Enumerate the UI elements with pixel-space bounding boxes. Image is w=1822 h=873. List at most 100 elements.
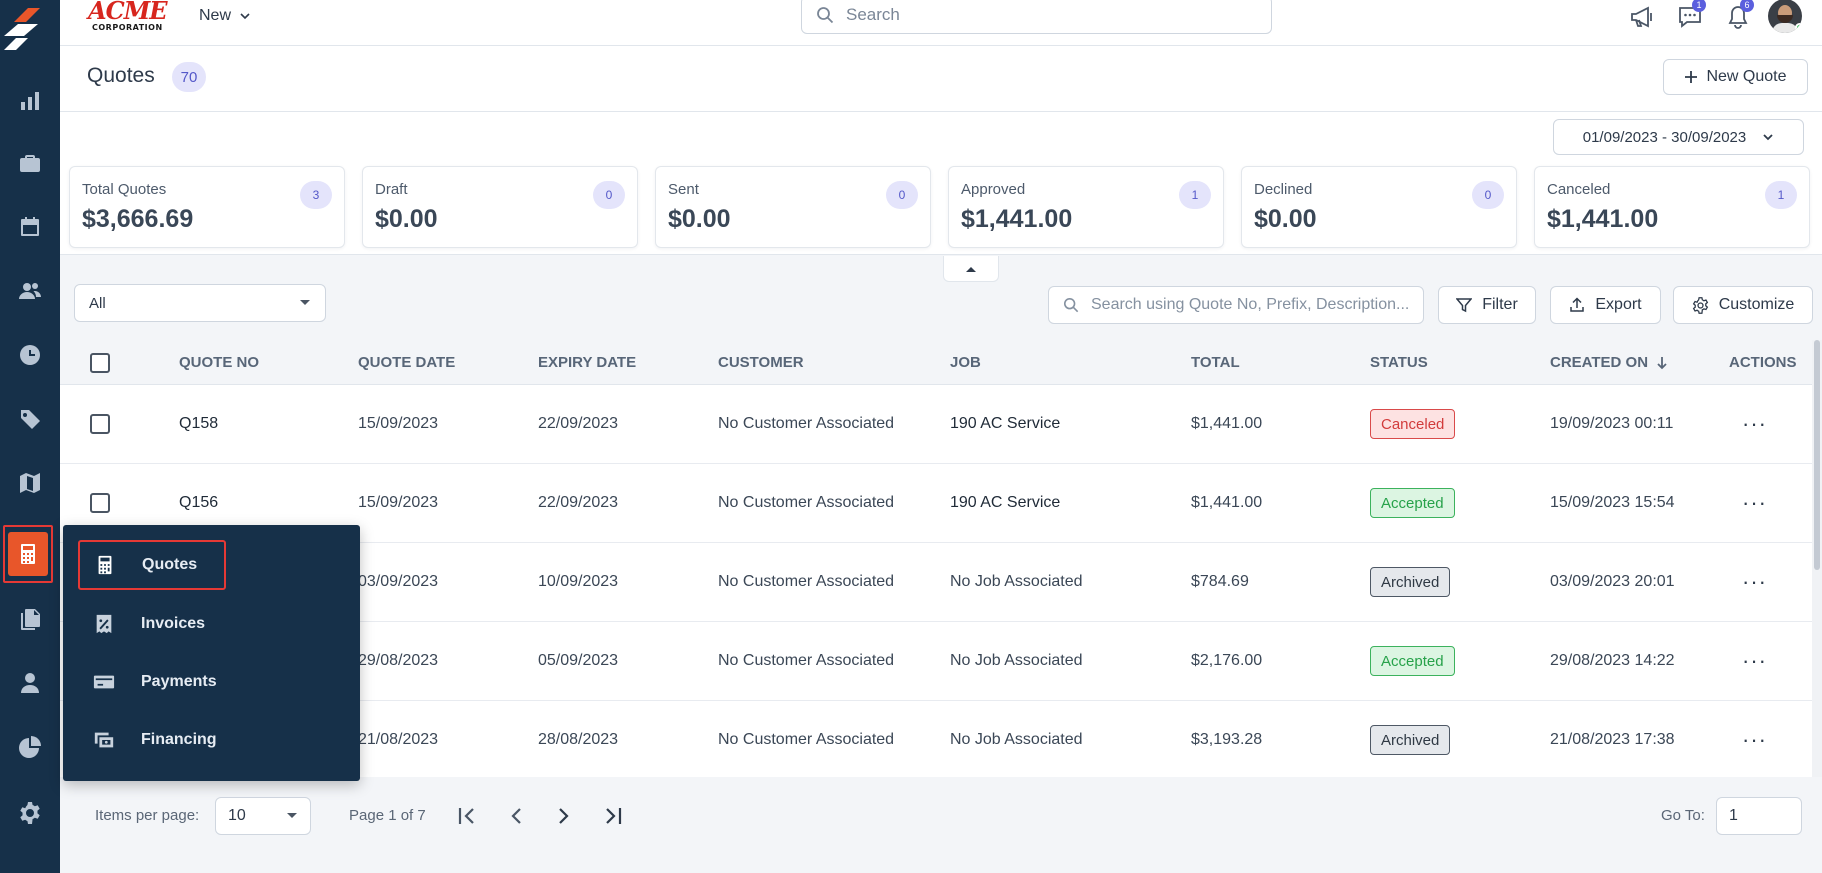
user-avatar[interactable] [1768, 0, 1802, 33]
stat-value: $0.00 [668, 205, 731, 233]
collapse-stats-button[interactable] [943, 256, 999, 282]
new-quote-button[interactable]: New Quote [1663, 59, 1808, 95]
brand-subtitle: CORPORATION [92, 23, 163, 32]
flyout-item-financing[interactable]: Financing [79, 714, 359, 766]
row-actions-menu-icon[interactable]: ··· [1742, 411, 1767, 436]
sidebar-pricebook[interactable] [0, 394, 60, 444]
flyout-item-payments[interactable]: Payments [79, 656, 359, 708]
sidebar-reports[interactable] [0, 76, 60, 126]
new-quote-label: New Quote [1706, 68, 1787, 85]
stat-value: $1,441.00 [1547, 205, 1659, 233]
table-header: QUOTE NO QUOTE DATE EXPIRY DATE CUSTOMER… [60, 340, 1812, 385]
row-actions-menu-icon[interactable]: ··· [1742, 648, 1767, 673]
sidebar-timesheets[interactable] [0, 330, 60, 380]
customer-cell: No Customer Associated [718, 652, 895, 669]
created-on-cell: 21/08/2023 17:38 [1550, 731, 1675, 748]
new-dropdown[interactable]: New [199, 4, 251, 28]
row-actions-menu-icon[interactable]: ··· [1742, 727, 1767, 752]
table-row[interactable]: Q158 15/09/2023 22/09/2023 No Customer A… [60, 385, 1812, 464]
job-cell[interactable]: 190 AC Service [950, 415, 1061, 432]
sidebar-settings[interactable] [0, 788, 60, 838]
stat-card-total[interactable]: Total Quotes $3,666.69 3 [69, 166, 345, 248]
quotes-count-badge: 70 [172, 62, 206, 92]
chevron-right-icon [559, 808, 569, 824]
notifications-button[interactable]: 6 [1714, 0, 1762, 33]
select-all-checkbox-cell[interactable] [90, 340, 110, 385]
announcements-button[interactable] [1618, 1, 1666, 33]
page-title: Quotes [87, 64, 155, 87]
column-expiry-date[interactable]: EXPIRY DATE [538, 354, 637, 371]
previous-page-button[interactable] [501, 801, 531, 831]
column-quote-date[interactable]: QUOTE DATE [358, 354, 456, 371]
filter-button[interactable]: Filter [1438, 286, 1536, 324]
app-logo-icon[interactable] [4, 6, 46, 52]
financing-icon [94, 732, 114, 748]
goto-page-input[interactable] [1716, 797, 1802, 835]
quote-search-input[interactable]: Search using Quote No, Prefix, Descripti… [1048, 286, 1424, 324]
quote-no-cell[interactable]: Q158 [179, 415, 219, 432]
column-total[interactable]: TOTAL [1191, 354, 1240, 371]
tag-icon [20, 410, 40, 429]
quote-no-cell[interactable]: Q156 [179, 494, 219, 511]
select-all-checkbox[interactable] [90, 352, 110, 373]
sidebar-team[interactable] [0, 658, 60, 708]
sidebar-documents[interactable] [0, 594, 60, 644]
reports-icon [21, 92, 39, 110]
row-actions-menu-icon[interactable]: ··· [1742, 569, 1767, 594]
filter-icon [1456, 298, 1473, 313]
sidebar-jobs[interactable] [0, 138, 60, 188]
chevron-down-icon [240, 13, 250, 20]
search-icon [817, 7, 834, 24]
date-range-picker[interactable]: 01/09/2023 - 30/09/2023 [1553, 119, 1804, 155]
total-cell: $2,176.00 [1191, 652, 1263, 669]
job-cell[interactable]: 190 AC Service [950, 494, 1061, 511]
brand-logo[interactable]: ACME CORPORATION [88, 0, 178, 36]
row-checkbox[interactable] [90, 493, 110, 513]
customize-button[interactable]: Customize [1673, 286, 1813, 324]
global-search-input[interactable]: Search [801, 0, 1272, 34]
stat-card-declined[interactable]: Declined $0.00 0 [1241, 166, 1517, 248]
scrollbar-thumb[interactable] [1814, 340, 1820, 570]
row-actions-menu-icon[interactable]: ··· [1742, 490, 1767, 515]
sidebar-sales[interactable] [3, 525, 53, 583]
first-page-button[interactable] [453, 801, 483, 831]
expiry-date-cell: 10/09/2023 [538, 573, 619, 590]
stat-card-approved[interactable]: Approved $1,441.00 1 [948, 166, 1224, 248]
caret-down-icon [287, 813, 297, 818]
column-customer[interactable]: CUSTOMER [718, 354, 804, 371]
stat-card-sent[interactable]: Sent $0.00 0 [655, 166, 931, 248]
items-per-page-value: 10 [228, 807, 246, 824]
customer-cell: No Customer Associated [718, 573, 895, 590]
column-status[interactable]: STATUS [1370, 354, 1428, 371]
view-select[interactable]: All [74, 284, 326, 322]
column-quote-no[interactable]: QUOTE NO [179, 354, 260, 371]
pagination-bar: Items per page: 10 Page 1 of 7 Go To: [60, 777, 1822, 873]
customer-cell: No Customer Associated [718, 731, 895, 748]
sales-flyout-menu: Quotes Invoices Payments Financing [63, 525, 360, 781]
flyout-item-quotes[interactable]: Quotes [78, 540, 226, 590]
messages-button[interactable]: 1 [1666, 0, 1714, 33]
next-page-button[interactable] [549, 801, 579, 831]
sidebar-analytics[interactable] [0, 722, 60, 772]
stat-card-canceled[interactable]: Canceled $1,441.00 1 [1534, 166, 1810, 248]
last-page-button[interactable] [597, 801, 627, 831]
column-created-on[interactable]: CREATED ON [1550, 340, 1668, 385]
flyout-item-invoices[interactable]: Invoices [79, 598, 359, 650]
map-icon [20, 473, 40, 493]
stat-card-draft[interactable]: Draft $0.00 0 [362, 166, 638, 248]
column-job[interactable]: JOB [950, 354, 981, 371]
sidebar-calendar[interactable] [0, 202, 60, 252]
caret-up-icon [966, 266, 976, 272]
table-scrollbar[interactable] [1812, 340, 1822, 777]
export-button[interactable]: Export [1550, 286, 1661, 324]
row-checkbox[interactable] [90, 414, 110, 434]
created-on-cell: 29/08/2023 14:22 [1550, 652, 1675, 669]
stat-value: $0.00 [375, 205, 438, 233]
stat-count-badge: 1 [1765, 181, 1797, 209]
sidebar-map[interactable] [0, 458, 60, 508]
megaphone-icon [1631, 6, 1652, 28]
items-per-page-select[interactable]: 10 [215, 797, 311, 835]
stat-count-badge: 3 [300, 181, 332, 209]
receipt-percent-icon [96, 614, 112, 634]
sidebar-customers[interactable] [0, 266, 60, 316]
